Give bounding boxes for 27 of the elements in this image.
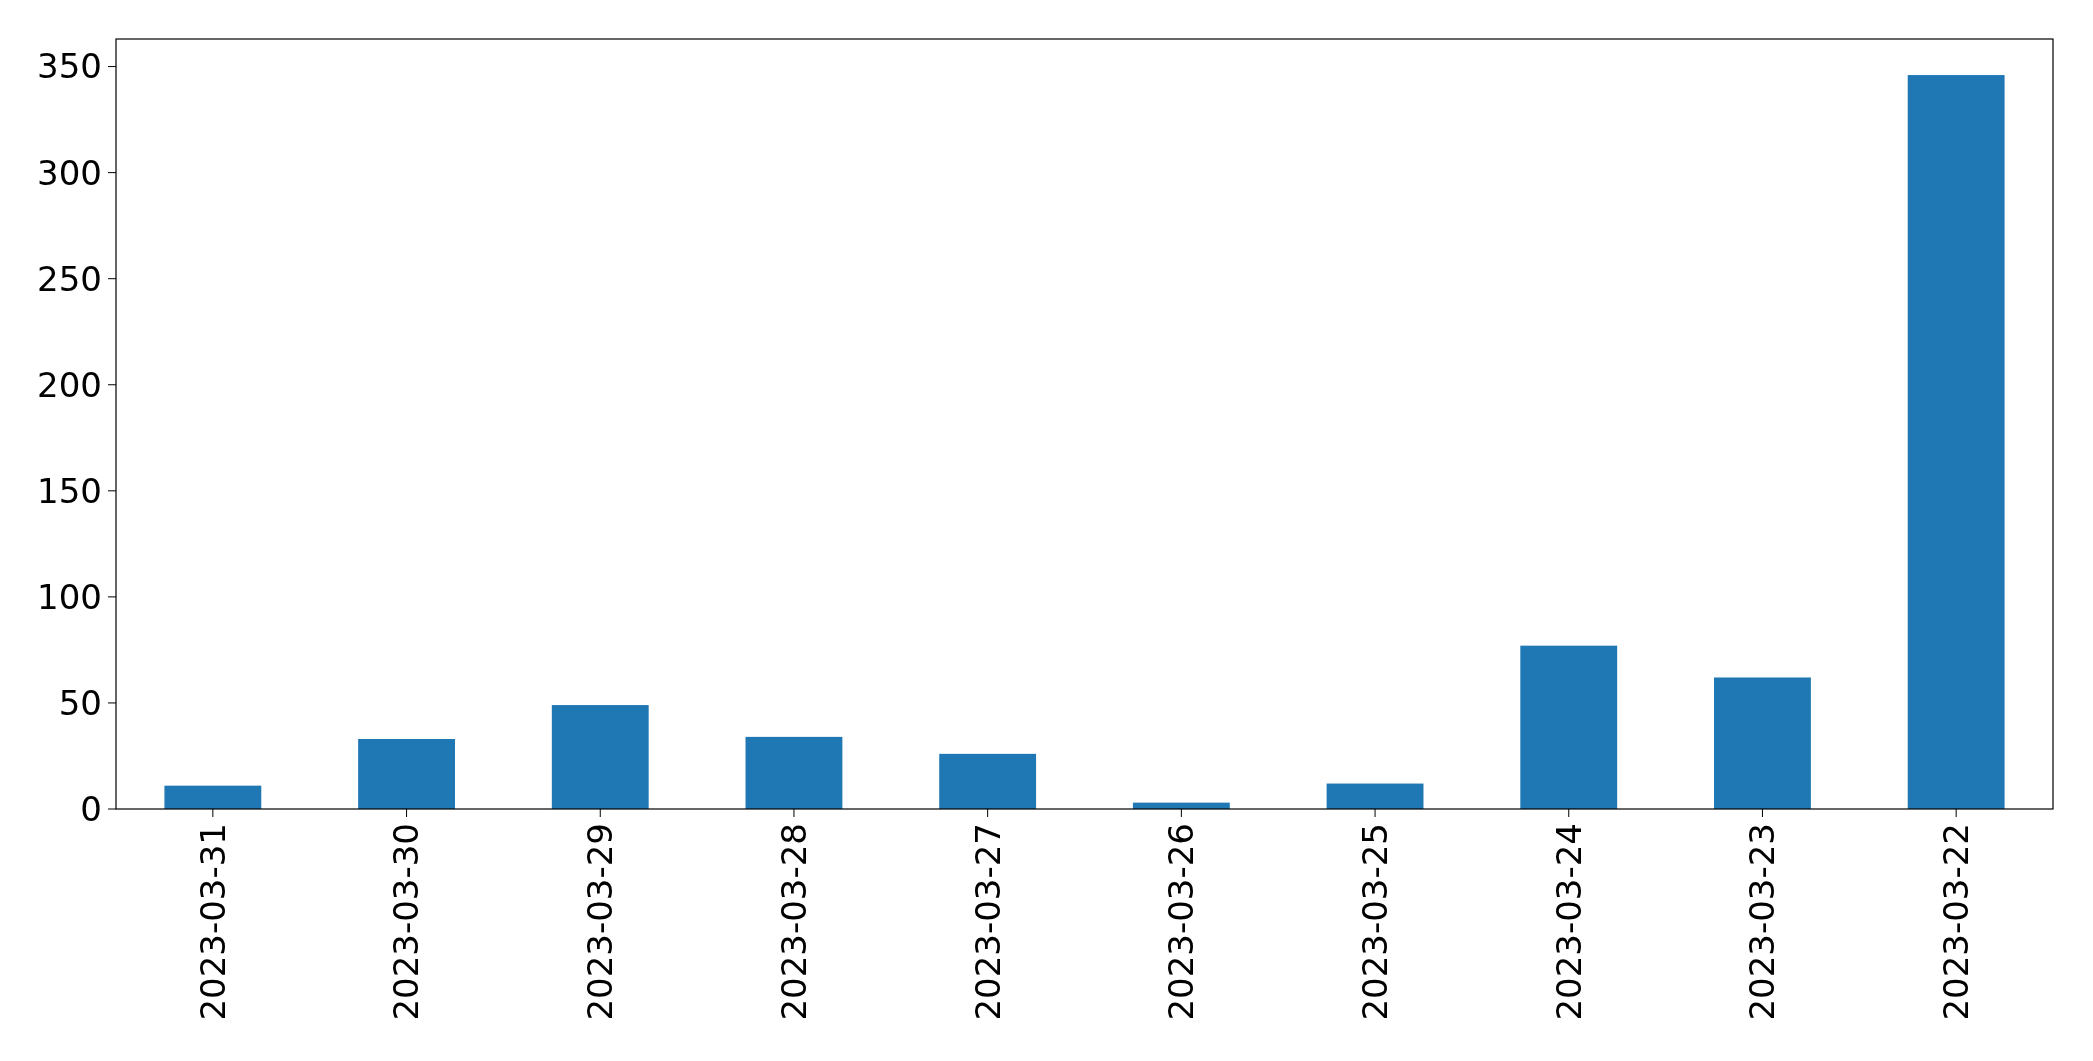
y-tick-label: 300 (37, 152, 102, 193)
bar (745, 736, 843, 809)
x-tick-label: 2023-03-23 (1742, 823, 1783, 1021)
x-tick-label: 2023-03-26 (1161, 823, 1202, 1021)
x-tick-label: 2023-03-27 (967, 823, 1008, 1021)
y-tick-label: 350 (37, 46, 102, 87)
y-tick-label: 100 (37, 576, 102, 617)
bar (939, 753, 1037, 809)
y-tick-label: 250 (37, 258, 102, 299)
y-tick-label: 200 (37, 364, 102, 405)
bar (1907, 75, 2005, 809)
bar (551, 705, 649, 809)
y-tick-label: 50 (58, 682, 102, 723)
bar (164, 785, 262, 809)
bar (1326, 783, 1424, 809)
y-tick-label: 0 (80, 788, 102, 829)
bar (1520, 645, 1618, 809)
x-tick-label: 2023-03-31 (192, 823, 233, 1021)
x-tick-label: 2023-03-30 (386, 823, 427, 1021)
x-tick-label: 2023-03-25 (1354, 823, 1395, 1021)
bar (358, 739, 455, 809)
x-tick-label: 2023-03-29 (580, 823, 621, 1021)
x-tick-label: 2023-03-22 (1936, 823, 1977, 1021)
x-tick-label: 2023-03-28 (773, 823, 814, 1021)
bar (1714, 677, 1811, 809)
y-tick-label: 150 (37, 470, 102, 511)
x-tick-label: 2023-03-24 (1548, 823, 1589, 1021)
